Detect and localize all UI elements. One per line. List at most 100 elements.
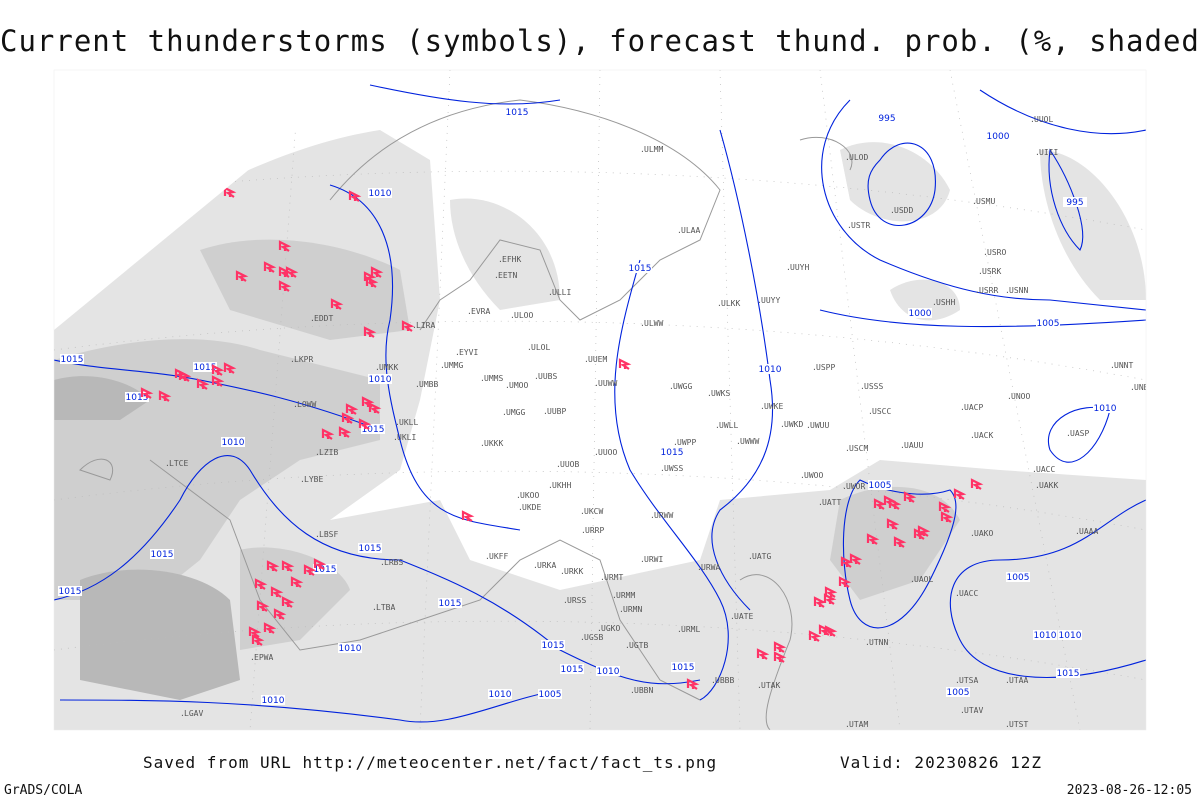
- station-marker: . UTAV: [960, 706, 983, 715]
- isobar-label-bg: [58, 586, 82, 596]
- isobar-label: 1005: [869, 481, 892, 491]
- station-dot: .: [640, 145, 645, 154]
- station-label: UMBB: [419, 380, 438, 389]
- station-dot: .: [697, 563, 702, 572]
- isobar-label: 1015: [439, 599, 462, 609]
- thunderstorm-icon: [313, 558, 327, 570]
- station-dot: .: [760, 402, 765, 411]
- isobar-label: 1000: [909, 309, 932, 319]
- station-dot: .: [818, 498, 823, 507]
- isobar-label-bg: [875, 113, 899, 123]
- station-dot: .: [584, 355, 589, 364]
- thunderstorm-icon: [223, 186, 237, 198]
- thunderstorm-icon: [345, 403, 359, 415]
- thunderstorm-icon: [824, 586, 838, 598]
- isobar-label: 1010: [759, 365, 782, 375]
- station-dot: .: [455, 348, 460, 357]
- station-dot: .: [440, 361, 445, 370]
- station-label: USDD: [894, 206, 913, 215]
- isobar-label-bg: [868, 480, 892, 490]
- isobar-label: 1010: [222, 438, 245, 448]
- thunderstorm-icon: [358, 418, 372, 430]
- station-marker: . UTAA: [1005, 676, 1028, 685]
- station-label: UBBN: [634, 686, 653, 695]
- isobar-label: 995: [1066, 198, 1083, 208]
- isobar-label-bg: [1036, 318, 1060, 328]
- station-label: UASP: [1070, 429, 1089, 438]
- station-marker: . EDDT: [310, 314, 333, 323]
- station-dot: .: [669, 382, 674, 391]
- station-dot: .: [970, 431, 975, 440]
- station-dot: .: [1007, 392, 1012, 401]
- isobar-label-bg: [505, 107, 529, 117]
- isobar-label: 1005: [947, 688, 970, 698]
- station-marker: . LBSF: [315, 530, 338, 539]
- station-dot: .: [1005, 286, 1010, 295]
- station-label: UGTB: [629, 641, 648, 650]
- station-dot: .: [505, 381, 510, 390]
- station-label: EFHK: [502, 255, 521, 264]
- station-marker: . URKA: [533, 561, 556, 570]
- station-dot: .: [597, 624, 602, 633]
- station-marker: . UUOO: [594, 448, 617, 457]
- station-label: UTST: [1009, 720, 1028, 729]
- station-marker: . UTNN: [865, 638, 888, 647]
- station-dot: .: [619, 605, 624, 614]
- station-label: UBBB: [715, 676, 734, 685]
- thunderstorm-icon: [140, 387, 154, 399]
- station-dot: .: [480, 439, 485, 448]
- station-dot: .: [978, 267, 983, 276]
- station-dot: .: [300, 475, 305, 484]
- station-label: UTAM: [849, 720, 868, 729]
- station-dot: .: [1005, 720, 1010, 729]
- station-dot: .: [315, 530, 320, 539]
- station-label: UUOL: [1034, 115, 1053, 124]
- station-label: URWI: [644, 555, 663, 564]
- thunderstorm-icon: [903, 491, 917, 503]
- station-dot: .: [910, 575, 915, 584]
- isobar-label-bg: [221, 437, 245, 447]
- station-marker: . EVRA: [467, 307, 490, 316]
- station-label: URMT: [604, 573, 623, 582]
- station-marker: . UMMS: [480, 374, 503, 383]
- station-dot: .: [890, 206, 895, 215]
- station-marker: . UMMG: [440, 361, 463, 370]
- station-label: UUYH: [790, 263, 809, 272]
- isobar-label-bg: [671, 662, 695, 672]
- station-dot: .: [580, 633, 585, 642]
- station-marker: . UUOB: [556, 460, 579, 469]
- station-dot: .: [380, 558, 385, 567]
- station-dot: .: [1035, 148, 1040, 157]
- thunderstorm-icon: [849, 553, 863, 565]
- station-label: UATG: [752, 552, 771, 561]
- station-label: USRK: [982, 267, 1001, 276]
- station-marker: . LGAV: [180, 709, 203, 718]
- isobar-label: 1005: [1037, 319, 1060, 329]
- isobar-label: 1010: [489, 690, 512, 700]
- station-label: UAAA: [1079, 527, 1098, 536]
- station-dot: .: [393, 433, 398, 442]
- station-dot: .: [518, 503, 523, 512]
- station-dot: .: [502, 408, 507, 417]
- station-marker: . USMU: [972, 197, 995, 206]
- station-dot: .: [1110, 361, 1115, 370]
- station-dot: .: [650, 511, 655, 520]
- thunderstorm-icon: [321, 428, 335, 440]
- thunderstorm-icon: [808, 630, 822, 642]
- station-dot: .: [1030, 115, 1035, 124]
- station-marker: . UKLI: [393, 433, 416, 442]
- thunderstorm-icon: [341, 412, 355, 424]
- station-marker: . ULWW: [640, 319, 663, 328]
- isobar-label: 1015: [314, 565, 337, 575]
- station-label: UWOR: [846, 482, 865, 491]
- station-label: USNN: [1009, 286, 1028, 295]
- station-label: UTAK: [761, 681, 780, 690]
- station-label: LTBA: [376, 603, 395, 612]
- station-label: EETN: [498, 271, 517, 280]
- station-marker: . URWI: [640, 555, 663, 564]
- station-marker: . UASP: [1066, 429, 1089, 438]
- station-label: UWGG: [673, 382, 692, 391]
- station-marker: . USDD: [890, 206, 913, 215]
- station-label: UMMG: [444, 361, 463, 370]
- station-marker: . USPP: [812, 363, 835, 372]
